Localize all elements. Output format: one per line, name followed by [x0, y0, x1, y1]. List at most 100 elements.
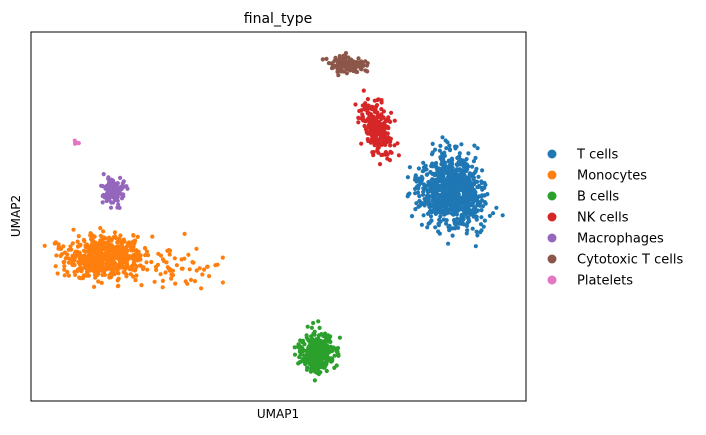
point-t-cells [455, 216, 460, 221]
point-b-cells [334, 363, 339, 368]
point-monocytes [109, 243, 114, 248]
point-t-cells [413, 173, 418, 178]
point-t-cells [444, 146, 449, 151]
point-nk-cells [365, 111, 370, 116]
point-t-cells [450, 233, 455, 238]
point-cytotoxic-t-cells [343, 51, 349, 56]
point-monocytes [81, 257, 86, 262]
point-t-cells [421, 182, 426, 187]
point-nk-cells [359, 141, 364, 146]
point-t-cells [466, 215, 471, 220]
point-nk-cells [366, 123, 371, 128]
point-t-cells [463, 166, 468, 171]
point-t-cells [479, 193, 485, 198]
point-t-cells [442, 205, 447, 210]
point-t-cells [474, 198, 479, 203]
point-monocytes [164, 260, 169, 265]
point-nk-cells [370, 133, 375, 138]
point-t-cells [432, 188, 437, 193]
point-monocytes [55, 271, 60, 276]
point-b-cells [316, 370, 321, 375]
point-macrophages [100, 200, 105, 205]
legend-marker-platelets [547, 275, 557, 285]
point-cytotoxic-t-cells [342, 64, 347, 69]
point-nk-cells [374, 137, 379, 142]
point-t-cells [473, 244, 478, 249]
point-b-cells [308, 339, 313, 344]
point-t-cells [464, 231, 469, 236]
point-t-cells [437, 188, 442, 193]
point-monocytes [102, 272, 107, 277]
point-nk-cells [363, 103, 369, 108]
point-t-cells [454, 182, 459, 187]
point-macrophages [115, 205, 120, 210]
point-monocytes [75, 268, 80, 274]
point-nk-cells [373, 110, 378, 115]
point-t-cells [417, 198, 422, 204]
point-cytotoxic-t-cells [341, 69, 346, 74]
point-t-cells [453, 191, 458, 196]
point-b-cells [334, 349, 339, 354]
point-cytotoxic-t-cells [346, 55, 351, 60]
point-macrophages [107, 198, 112, 203]
point-t-cells [445, 190, 450, 195]
point-b-cells [302, 359, 307, 364]
legend-label-nk-cells: NK cells [577, 211, 629, 226]
point-t-cells [464, 198, 470, 203]
point-nk-cells [379, 100, 384, 105]
point-monocytes [87, 244, 92, 249]
point-nk-cells [388, 119, 393, 124]
point-nk-cells [359, 108, 364, 113]
point-monocytes [141, 265, 146, 270]
point-t-cells [429, 218, 434, 223]
point-nk-cells [353, 102, 358, 107]
point-t-cells [459, 181, 464, 186]
point-t-cells [450, 209, 455, 214]
point-macrophages [111, 194, 116, 199]
point-monocytes [165, 265, 170, 270]
point-monocytes [62, 264, 67, 269]
point-nk-cells [372, 116, 377, 121]
point-t-cells [458, 207, 463, 212]
point-macrophages [111, 180, 116, 186]
point-nk-cells [385, 156, 390, 161]
point-t-cells [447, 143, 452, 148]
point-t-cells [416, 204, 421, 209]
point-t-cells [440, 135, 445, 140]
point-t-cells [441, 200, 446, 205]
point-monocytes [118, 264, 124, 269]
point-nk-cells [395, 141, 400, 146]
point-t-cells [453, 198, 458, 203]
point-t-cells [425, 197, 430, 202]
point-macrophages [109, 177, 114, 182]
point-macrophages [116, 191, 121, 196]
point-macrophages [118, 175, 123, 180]
point-monocytes [135, 234, 140, 239]
y-axis-label: UMAP2 [9, 195, 23, 237]
legend-label-monocytes: Monocytes [577, 169, 647, 184]
point-nk-cells [383, 152, 389, 157]
point-b-cells [313, 342, 319, 347]
point-platelets [73, 141, 78, 146]
x-axis-label: UMAP1 [257, 407, 299, 421]
point-cytotoxic-t-cells [353, 69, 359, 74]
point-t-cells [423, 163, 428, 168]
point-b-cells [325, 357, 331, 362]
point-nk-cells [358, 116, 363, 121]
point-monocytes [183, 279, 188, 284]
point-t-cells [456, 195, 461, 200]
legend-label-t-cells: T cells [576, 148, 618, 163]
point-t-cells [473, 214, 478, 219]
point-monocytes [75, 239, 80, 244]
point-monocytes [220, 280, 225, 285]
point-monocytes [173, 281, 178, 286]
point-monocytes [200, 272, 205, 277]
point-t-cells [462, 193, 467, 198]
point-t-cells [420, 169, 425, 174]
point-monocytes [92, 284, 97, 289]
point-b-cells [323, 331, 328, 336]
point-monocytes [78, 243, 83, 248]
point-t-cells [491, 211, 496, 216]
point-t-cells [481, 224, 486, 229]
